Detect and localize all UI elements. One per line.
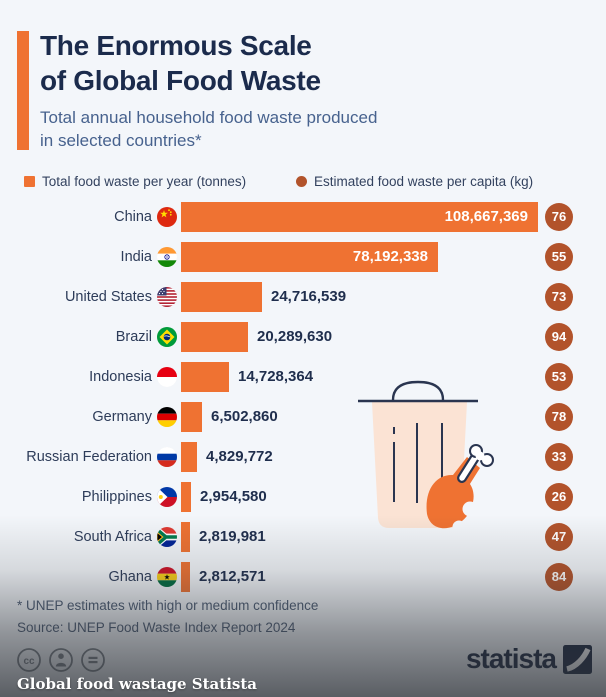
no-derivatives-icon[interactable] [80,647,106,673]
statista-logo[interactable]: statista [466,643,592,675]
flag-brazil-icon [157,327,177,347]
bar-total-waste [181,402,202,432]
flag-china-icon [157,207,177,227]
flag-philippines-icon [157,487,177,507]
title-line-1: The Enormous Scale [40,30,312,61]
bar-legend-swatch-icon [24,175,35,187]
bar-row: Brazil 20,289,630 94 [0,317,606,357]
country-label: India [120,249,152,265]
subtitle-line-2: in selected countries* [40,131,202,150]
bar-value-label: 20,289,630 [257,328,333,345]
country-label: China [114,209,152,225]
page-subtitle: Total annual household food waste produc… [40,106,377,152]
cc-icon[interactable]: cc [16,647,42,673]
trash-can-drumstick-illustration [358,380,494,534]
bar-row: Indonesia 14,728,364 53 [0,357,606,397]
bar-row: Germany 6,502,860 78 [0,397,606,437]
country-label: Philippines [81,489,152,505]
image-caption: Global food wastage Statista [17,675,257,693]
bar-value-label: 6,502,860 [211,408,278,425]
flag-germany-icon [157,407,177,427]
country-label: United States [64,289,152,305]
flag-ghana-icon [157,567,177,587]
capita-badge: 73 [545,283,573,311]
title-line-2: of Global Food Waste [40,65,321,96]
bar-total-waste [181,322,248,352]
bar-value-label: 108,667,369 [444,208,528,225]
capita-legend-swatch-icon [296,175,307,187]
svg-text:cc: cc [23,656,35,667]
capita-badge: 78 [545,403,573,431]
country-label: Russian Federation [26,449,152,465]
bar-total-waste [181,522,190,552]
legend-label-capita: Estimated food waste per capita (kg) [314,173,534,189]
capita-badge: 53 [545,363,573,391]
capita-badge: 47 [545,523,573,551]
country-label: South Africa [73,529,152,545]
bar-value-label: 78,192,338 [352,248,428,265]
bar-total-waste [181,282,262,312]
bar-row: Russian Federation 4,829,772 33 [0,437,606,477]
bar-row: Ghana 2,812,571 84 [0,557,606,597]
bar-total-waste [181,362,229,392]
attribution-icon[interactable] [48,647,74,673]
statista-wordmark: statista [465,643,557,674]
bar-total-waste: 108,667,369 [181,202,538,232]
bar-value-label: 24,716,539 [271,288,347,305]
capita-badge: 26 [545,483,573,511]
bar-row: India 78,192,338 55 [0,237,606,277]
accent-bar [17,31,29,150]
bar-value-label: 2,819,981 [199,528,266,545]
bar-row: Philippines 2,954,580 26 [0,477,606,517]
license-icons: cc [16,647,106,673]
country-label: Ghana [108,569,152,585]
flag-south-africa-icon [157,527,177,547]
page-title: The Enormous Scale of Global Food Waste [40,28,321,98]
bar-total-waste: 78,192,338 [181,242,438,272]
footnote-confidence: * UNEP estimates with high or medium con… [17,598,319,613]
country-label: Germany [92,409,152,425]
bar-row: United States 24,716,539 73 [0,277,606,317]
flag-russia-icon [157,447,177,467]
bar-total-waste [181,562,190,592]
bar-value-label: 2,812,571 [199,568,266,585]
footnote-source: Source: UNEP Food Waste Index Report 202… [17,620,296,635]
legend-item-total: Total food waste per year (tonnes) [24,172,246,190]
bar-total-waste [181,482,191,512]
flag-indonesia-icon [157,367,177,387]
subtitle-line-1: Total annual household food waste produc… [40,108,378,127]
legend-item-capita: Estimated food waste per capita (kg) [296,172,533,190]
bar-row: South Africa 2,819,981 47 [0,517,606,557]
country-label: Brazil [115,329,152,345]
bar-total-waste [181,442,197,472]
capita-badge: 94 [545,323,573,351]
statista-logo-icon [563,644,592,674]
bar-value-label: 2,954,580 [200,488,267,505]
country-label: Indonesia [89,369,152,385]
legend-label-total: Total food waste per year (tonnes) [42,173,247,189]
capita-badge: 55 [545,243,573,271]
bar-row: China 108,667,369 76 [0,197,606,237]
capita-badge: 76 [545,203,573,231]
bar-value-label: 4,829,772 [206,448,273,465]
flag-usa-icon [157,287,177,307]
capita-badge: 84 [545,563,573,591]
bar-value-label: 14,728,364 [238,368,314,385]
capita-badge: 33 [545,443,573,471]
flag-india-icon [157,247,177,267]
